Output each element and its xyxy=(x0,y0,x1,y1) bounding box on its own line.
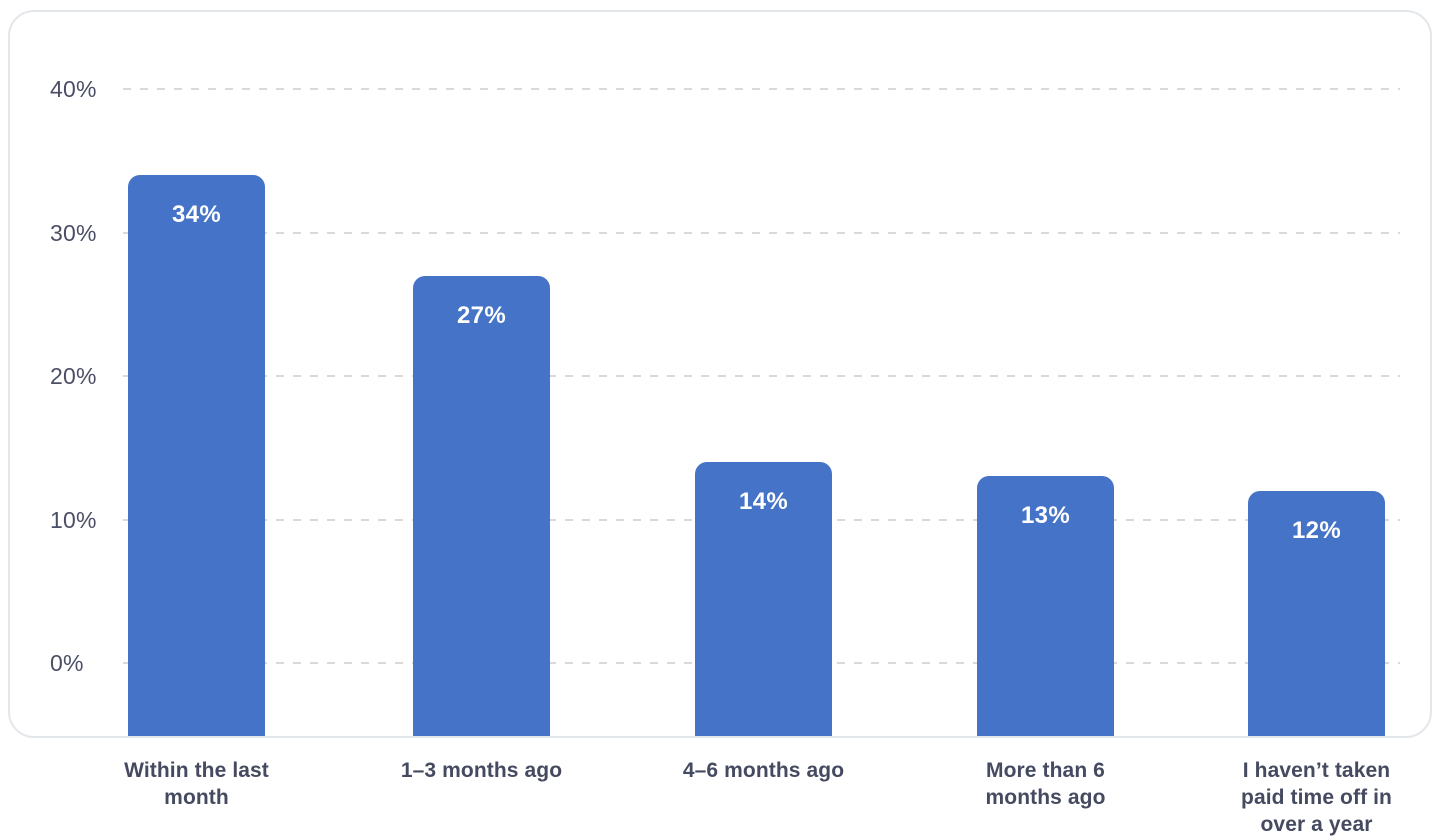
chart-bar: 34% xyxy=(128,175,265,736)
category-label: I haven’t taken paid time off in over a … xyxy=(1241,759,1392,836)
bar-value-label: 14% xyxy=(739,488,788,516)
bar-value-label: 34% xyxy=(172,201,221,229)
y-axis-tick-label: 20% xyxy=(50,363,97,389)
y-axis-tick-label: 10% xyxy=(50,506,97,533)
category-label: Within the last month xyxy=(124,759,269,809)
bar-value-label: 27% xyxy=(457,301,506,329)
bar-value-label: 12% xyxy=(1292,516,1341,544)
gridline xyxy=(123,88,1400,90)
chart-bar: 14% xyxy=(695,462,832,736)
gridline xyxy=(123,231,1400,234)
chart-bar: 12% xyxy=(1248,490,1385,736)
category-label: 4–6 months ago xyxy=(682,759,845,782)
gridline xyxy=(123,375,1400,377)
bar-value-label: 13% xyxy=(1021,502,1070,530)
y-axis-tick-label: 30% xyxy=(50,219,97,246)
category-label: 1–3 months ago xyxy=(400,759,563,782)
category-label: More than 6 months ago xyxy=(985,759,1106,809)
y-axis-tick-label: 0% xyxy=(50,650,84,676)
chart-bar: 27% xyxy=(413,275,550,736)
y-axis-tick-label: 40% xyxy=(50,76,97,102)
chart-bar: 13% xyxy=(977,476,1114,736)
chart-card: 40% 30% 20% 10% 0% 34% 27% 14% 13% 12% xyxy=(8,10,1432,738)
